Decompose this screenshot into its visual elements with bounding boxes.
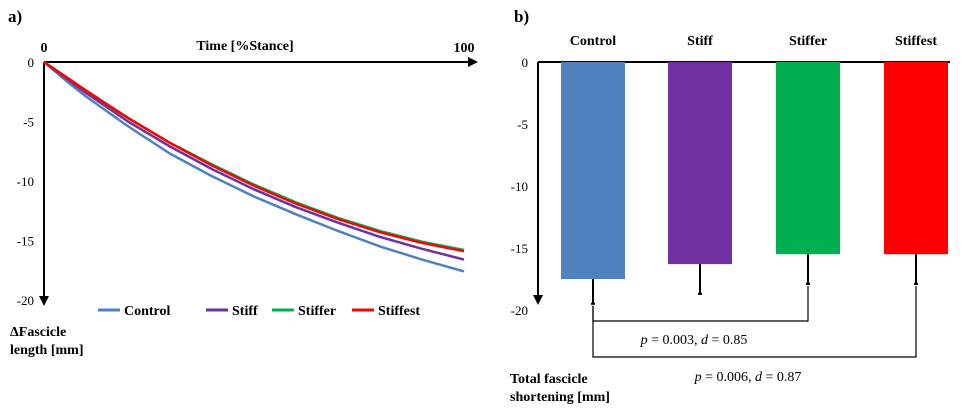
panel-a-y-tick-label: -5: [23, 115, 34, 130]
legend-item-control: Control: [98, 304, 171, 319]
panel-a-y-axis-title-line2: length [mm]: [10, 343, 84, 358]
series-line-stiffer: [43, 60, 465, 252]
series-line-stiff: [43, 60, 465, 261]
panel-b: b) 0 -5 -10 -15 -20 Control Stiff Stiffer Stiff…: [510, 7, 950, 405]
panel-b-y-tick-label: 0: [522, 55, 529, 70]
bar-stiffest: [884, 62, 948, 255]
panel-b-y-axis-arrow-icon: [533, 295, 543, 305]
significance-label: p = 0.006, d = 0.87: [694, 370, 802, 385]
significance-bracket-2: p = 0.006, d = 0.87: [592, 285, 917, 385]
legend-label: Stiffer: [298, 304, 336, 319]
panel-a-y-axis-title-line1: ΔFascicle: [10, 325, 66, 340]
panel-b-y-axis-title-line1: Total fascicle: [510, 372, 588, 387]
panel-a-x-axis-title: Time [%Stance]: [196, 39, 293, 54]
bar-stiff: [668, 62, 732, 265]
panel-a-x-tick-label: 0: [41, 41, 48, 56]
series-line-control: [43, 61, 465, 273]
significance-bracket-1: p = 0.003, d = 0.85: [592, 285, 809, 348]
panel-b-ticks: 0 -5 -10 -15 -20: [511, 55, 528, 318]
legend-label: Control: [124, 304, 171, 319]
panel-a-y-tick-label: -15: [17, 234, 34, 249]
series-line-stiffest: [43, 60, 465, 253]
panel-b-y-tick-label: -5: [517, 117, 528, 132]
panel-a: a) Time [%Stance] 0 100 0 -5 -10 -15 -20 Contr…: [8, 7, 478, 358]
bracket-line: [592, 285, 917, 358]
panel-a-ticks: 0 100 0 -5 -10 -15 -20: [17, 41, 475, 308]
category-label-stiffer: Stiffer: [789, 34, 827, 49]
significance-label: p = 0.003, d = 0.85: [640, 333, 748, 348]
panel-b-y-tick-label: -20: [511, 303, 528, 318]
panel-b-label: b): [514, 7, 529, 26]
legend-item-stiffer: Stiffer: [272, 304, 336, 319]
legend-label: Stiffest: [378, 304, 420, 319]
legend-label: Stiff: [232, 304, 258, 319]
panel-b-y-axis-title-line2: shortening [mm]: [510, 390, 610, 405]
category-label-stiff: Stiff: [687, 34, 713, 49]
panel-a-y-tick-label: -20: [17, 293, 34, 308]
panel-a-x-axis-arrow-icon: [468, 57, 478, 67]
bar-control: [561, 62, 625, 279]
legend-item-stiffest: Stiffest: [352, 304, 420, 319]
panel-b-annotations: p = 0.003, d = 0.85 p = 0.006, d = 0.87: [592, 285, 917, 385]
panel-a-y-tick-label: -10: [17, 174, 34, 189]
panel-a-series: [43, 60, 465, 273]
panel-a-x-tick-label: 100: [454, 41, 475, 56]
bar-stiffer: [776, 62, 840, 255]
panel-b-bars: Control Stiff Stiffer Stiffest: [561, 34, 948, 305]
panel-a-y-tick-label: 0: [28, 55, 35, 70]
legend-item-stiff: Stiff: [206, 304, 258, 319]
category-label-control: Control: [570, 34, 617, 49]
panel-b-y-tick-label: -10: [511, 179, 528, 194]
panel-a-y-axis-arrow-icon: [39, 296, 49, 306]
panel-a-label: a): [8, 7, 22, 26]
panel-b-y-tick-label: -15: [511, 241, 528, 256]
panel-a-legend: Control Stiff Stiffer Stiffest: [98, 304, 420, 319]
category-label-stiffest: Stiffest: [895, 34, 937, 49]
